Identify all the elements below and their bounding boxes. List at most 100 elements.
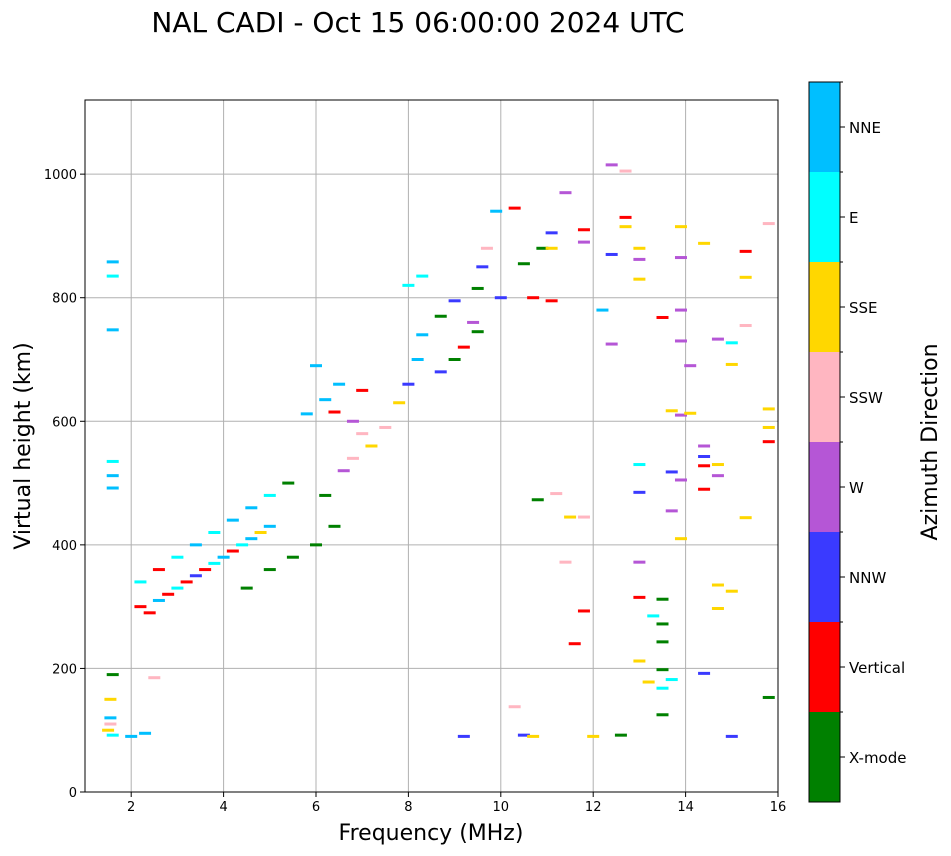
data-point-x-mode: [531, 498, 544, 502]
data-point-vertical: [328, 410, 341, 414]
colorbar-tick-label: X-mode: [849, 749, 906, 767]
data-point-vertical: [698, 487, 711, 491]
data-point-vertical: [226, 549, 239, 553]
data-point-sse: [564, 515, 577, 519]
data-point-sse: [739, 516, 752, 520]
data-point-vertical: [568, 642, 581, 646]
x-axis-label: Frequency (MHz): [339, 821, 524, 846]
data-point-nnw: [494, 296, 507, 300]
data-point-x-mode: [656, 640, 669, 644]
data-point-nne: [106, 260, 119, 264]
data-point-e: [106, 274, 119, 278]
data-point-e: [208, 531, 221, 534]
data-point-w: [711, 337, 724, 341]
data-point-w: [577, 240, 590, 244]
data-point-w: [711, 474, 724, 478]
data-point-nne: [596, 308, 609, 312]
data-point-sse: [674, 537, 687, 541]
data-point-e: [134, 580, 147, 584]
data-point-w: [674, 308, 687, 312]
colorbar-tick-label: SSE: [849, 299, 878, 317]
data-point-x-mode: [656, 713, 669, 717]
data-point-sse: [711, 606, 724, 610]
colorbar-swatch-nnw: [809, 532, 840, 622]
data-point-sse: [762, 407, 775, 411]
colorbar-tick-label: SSW: [849, 389, 883, 407]
colorbar-swatch-e: [809, 172, 840, 262]
data-point-x-mode: [328, 524, 341, 528]
data-point-vertical: [134, 605, 147, 609]
data-point-sse: [365, 444, 378, 448]
data-point-x-mode: [106, 673, 119, 677]
y-tick-label: 800: [52, 292, 77, 307]
data-point-x-mode: [656, 597, 669, 601]
data-point-ssw: [739, 324, 752, 328]
data-point-w: [674, 478, 687, 482]
data-point-vertical: [577, 609, 590, 613]
data-point-nnw: [725, 734, 738, 738]
data-point-sse: [739, 275, 752, 279]
data-point-w: [665, 509, 678, 513]
data-point-vertical: [656, 315, 669, 319]
data-point-nne: [416, 333, 429, 337]
data-point-nnw: [633, 490, 646, 494]
colorbar-tick-label: NNW: [849, 569, 886, 587]
data-point-vertical: [739, 249, 752, 253]
data-point-nnw: [434, 370, 447, 374]
data-point-vertical: [152, 568, 165, 572]
data-point-sse: [642, 680, 655, 684]
data-point-sse: [698, 241, 711, 245]
data-point-nne: [125, 734, 138, 738]
x-tick-label: 12: [585, 800, 602, 815]
data-point-nne: [490, 209, 503, 213]
data-point-ssw: [148, 676, 161, 680]
data-point-sse: [527, 734, 540, 738]
data-point-ssw: [104, 722, 117, 726]
data-point-nnw: [476, 265, 489, 269]
data-point-nnw: [457, 734, 470, 738]
data-point-nnw: [402, 382, 415, 386]
data-point-sse: [254, 531, 267, 534]
data-point-e: [633, 463, 646, 467]
colorbar-tick-label: W: [849, 479, 864, 497]
colorbar-swatch-x-mode: [809, 712, 840, 802]
data-point-w: [674, 339, 687, 343]
data-point-sse: [633, 277, 646, 281]
data-point-sse: [633, 659, 646, 663]
colorbar: X-mode Vertical NNW W SSW SSE E NNE: [809, 81, 906, 802]
colorbar-frame: [808, 81, 841, 803]
y-tick-label: 200: [52, 662, 77, 677]
y-tick-label: 600: [52, 415, 77, 430]
data-point-e: [106, 459, 119, 463]
data-point-e: [656, 686, 669, 690]
data-point-x-mode: [471, 330, 484, 334]
data-point-nnw: [605, 252, 618, 256]
data-point-x-mode: [310, 543, 322, 547]
data-point-nne: [139, 731, 152, 735]
data-point-sse: [104, 697, 117, 701]
colorbar-tick-label: E: [849, 209, 858, 227]
data-point-vertical: [143, 611, 156, 615]
data-point-ssw: [619, 169, 632, 173]
colorbar-swatch-ssw: [809, 352, 840, 442]
data-point-sse: [665, 409, 678, 413]
data-point-nne: [104, 716, 117, 720]
data-point-e: [263, 493, 276, 497]
data-point-x-mode: [656, 668, 669, 672]
data-point-sse: [725, 589, 738, 593]
data-point-ssw: [480, 246, 493, 250]
data-point-x-mode: [319, 493, 332, 497]
data-point-e: [402, 283, 415, 287]
data-point-nnw: [665, 470, 678, 474]
data-point-x-mode: [762, 695, 775, 699]
data-point-ssw: [356, 432, 369, 436]
data-point-nne: [333, 382, 346, 386]
y-tick-label: 1000: [44, 168, 77, 183]
x-tick-label: 14: [677, 800, 694, 815]
x-tick-label: 10: [493, 800, 510, 815]
data-point-e: [416, 274, 429, 278]
data-point-nne: [106, 486, 119, 490]
data-point-nnw: [517, 733, 530, 737]
data-point-nne: [152, 598, 165, 602]
